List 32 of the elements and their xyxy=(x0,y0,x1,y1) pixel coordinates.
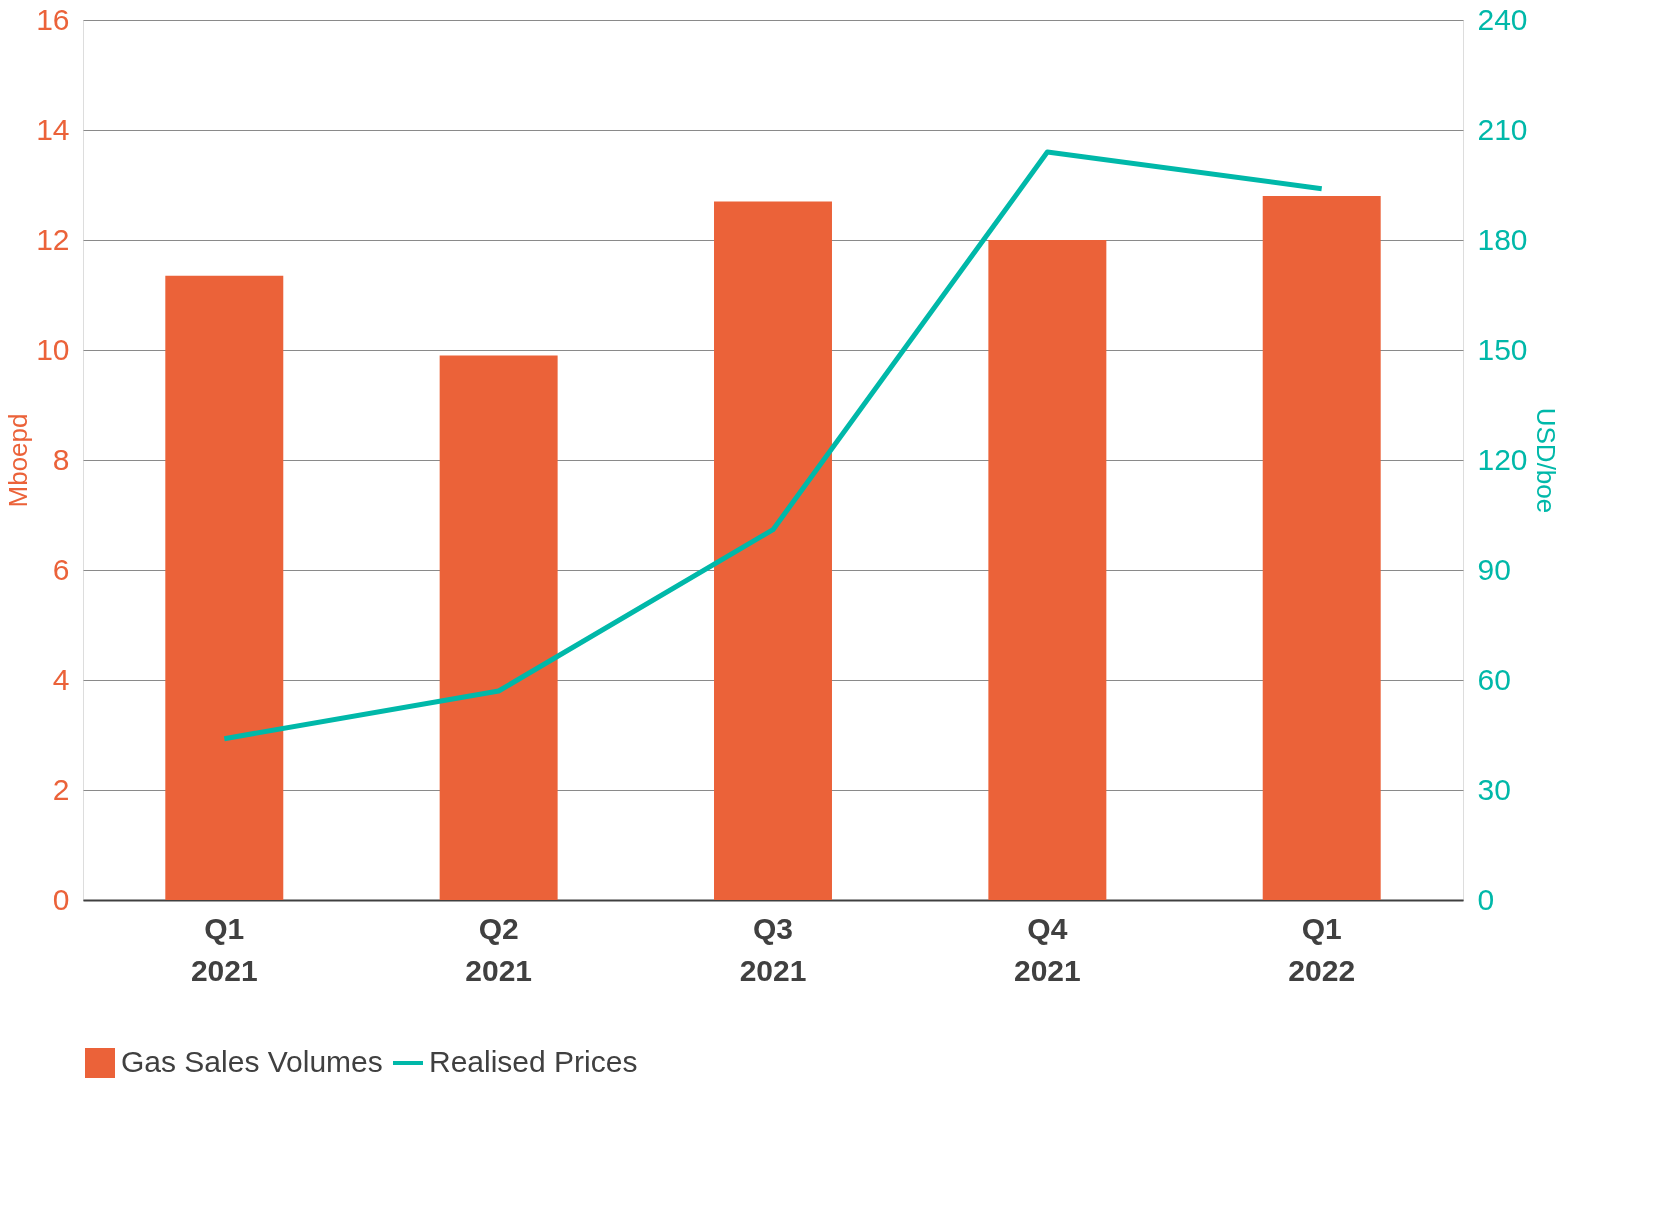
y2-axis-title: USD/boe xyxy=(1530,407,1561,514)
y-tick-label: 4 xyxy=(52,662,70,696)
y2-tick-label: 240 xyxy=(1477,2,1528,36)
y-tick-label: 10 xyxy=(36,332,70,366)
y-tick-label: 14 xyxy=(36,112,70,146)
legend-label: Gas Sales Volumes xyxy=(121,1045,383,1078)
y-tick-label: 0 xyxy=(52,882,70,916)
y-tick-label: 12 xyxy=(36,222,70,256)
y-tick-label: 8 xyxy=(52,442,70,476)
y2-tick-label: 120 xyxy=(1477,442,1528,476)
y-tick-label: 16 xyxy=(36,2,70,36)
x-tick-label: Q2 2021 xyxy=(465,911,533,987)
legend-label: Realised Prices xyxy=(429,1045,638,1078)
bar xyxy=(1262,196,1381,900)
y2-tick-label: 90 xyxy=(1477,552,1511,586)
y-tick-label: 6 xyxy=(52,552,70,586)
y2-tick-label: 0 xyxy=(1477,882,1495,916)
y2-tick-label: 150 xyxy=(1477,332,1528,366)
x-tick-label: Q4 2021 xyxy=(1013,911,1081,987)
x-tick-label: Q3 2021 xyxy=(739,911,807,987)
bar xyxy=(165,275,284,900)
y2-tick-label: 30 xyxy=(1477,772,1511,806)
y-axis-title: Mboepd xyxy=(3,413,34,508)
x-tick-label: Q1 2022 xyxy=(1288,911,1356,987)
bar xyxy=(988,240,1107,900)
x-tick-label: Q1 2021 xyxy=(190,911,258,987)
bar xyxy=(439,355,558,900)
bar xyxy=(714,201,832,900)
y-tick-label: 2 xyxy=(52,772,70,806)
y2-tick-label: 210 xyxy=(1477,112,1528,146)
y2-tick-label: 60 xyxy=(1477,662,1511,696)
y2-tick-label: 180 xyxy=(1477,222,1528,256)
